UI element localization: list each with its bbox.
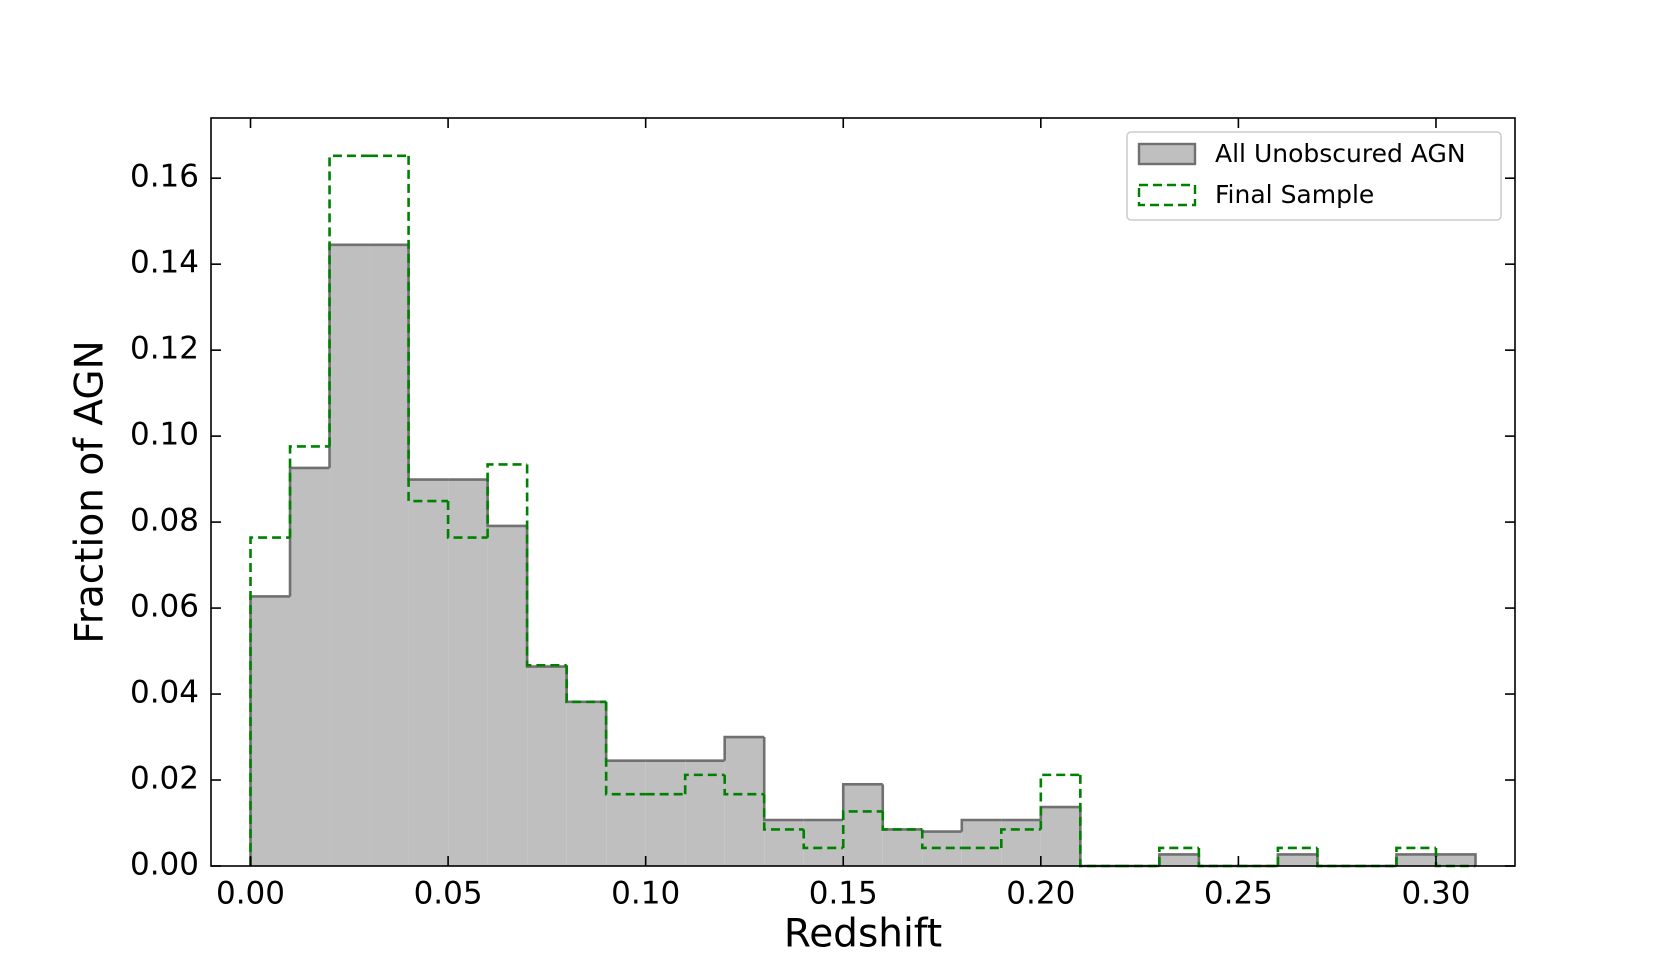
histogram-step-dashed [762, 794, 804, 831]
histogram-step-dashed [1079, 774, 1120, 868]
histogram-step [525, 525, 567, 668]
histogram-step-dashed [1000, 828, 1041, 848]
histogram-bar [448, 479, 488, 866]
histogram-bar [408, 479, 449, 866]
y-tick-label: 0.10 [130, 417, 199, 453]
legend-label: All Unobscured AGN [1215, 139, 1466, 168]
histogram-step [604, 701, 646, 762]
histogram-step-dashed [1276, 846, 1318, 866]
histogram-step-dashed [328, 154, 370, 447]
histogram-step [1316, 854, 1357, 868]
histogram-step [1197, 854, 1239, 868]
histogram-step-dashed [288, 445, 330, 538]
histogram-step [723, 735, 765, 761]
histogram-bar [1001, 820, 1041, 866]
y-axis-label: Fraction of AGN [68, 340, 113, 643]
histogram-bar [1435, 854, 1476, 866]
legend-label: Final Sample [1215, 180, 1374, 209]
legend-box [1126, 131, 1502, 221]
histogram-bar [329, 244, 370, 866]
x-tick-label: 0.30 [1401, 876, 1470, 912]
histogram-step [881, 784, 923, 831]
histogram-step-dashed [920, 829, 962, 850]
plot-frame [210, 117, 1516, 867]
y-tick-label: 0.02 [130, 761, 199, 797]
histogram-step [565, 666, 607, 704]
histogram-bar [606, 760, 646, 866]
histogram-step-dashed [1158, 846, 1199, 866]
histogram-step-dashed [486, 463, 528, 538]
histogram-bar [1040, 807, 1081, 866]
histogram-bar [1277, 854, 1318, 866]
histogram-bar [724, 737, 765, 866]
histogram-step-dashed [565, 665, 607, 704]
histogram-bar [369, 244, 409, 866]
y-tick-label: 0.04 [130, 675, 199, 711]
histogram-step-dashed [604, 701, 646, 796]
y-tick-label: 0.12 [130, 331, 199, 367]
histogram-step [1435, 853, 1477, 866]
x-tick-label: 0.15 [809, 876, 878, 912]
x-tick-label: 0.10 [611, 876, 680, 912]
histogram-step-dashed [407, 155, 449, 503]
histogram-step [288, 466, 330, 597]
legend-swatch [1137, 142, 1197, 166]
histogram-bar [527, 666, 567, 866]
histogram-step [1079, 807, 1120, 868]
histogram-step-dashed [841, 810, 883, 848]
histogram-step [486, 479, 528, 528]
histogram-bar [922, 831, 962, 866]
histogram-step-dashed [249, 536, 291, 866]
histogram-bar [803, 820, 844, 866]
histogram-bar [685, 760, 725, 866]
y-tick-label: 0.06 [130, 589, 199, 625]
histogram-bar [843, 784, 883, 866]
histogram-bar [1396, 854, 1436, 866]
histogram-bar [1159, 854, 1199, 866]
y-tick-label: 0.16 [130, 159, 199, 195]
x-tick-label: 0.25 [1204, 876, 1273, 912]
x-tick-label: 0.00 [216, 876, 285, 912]
histogram-step-dashed [683, 773, 725, 795]
histogram-bar [566, 701, 607, 866]
histogram-step [920, 829, 962, 833]
histogram-step [407, 244, 449, 481]
histogram-bar [961, 820, 1002, 866]
histogram-step-dashed [881, 811, 923, 831]
histogram-bar [487, 525, 528, 866]
histogram-step-dashed [1039, 773, 1081, 830]
x-axis-label: Redshift [784, 912, 942, 957]
histogram-bar [882, 829, 923, 866]
histogram-step-dashed [1197, 847, 1239, 868]
histogram-step [841, 783, 883, 821]
x-tick-label: 0.05 [414, 876, 483, 912]
histogram-bar [290, 467, 330, 866]
histogram-step-dashed [446, 501, 488, 539]
histogram-step-dashed [1316, 847, 1357, 868]
histogram-bar [645, 760, 686, 866]
y-tick-label: 0.00 [130, 847, 199, 883]
histogram-step-dashed [1395, 846, 1436, 866]
histogram-step-dashed [525, 464, 567, 667]
histogram-bar [250, 596, 291, 866]
histogram-step [762, 737, 804, 822]
histogram-step [960, 818, 1002, 832]
histogram-step-dashed [802, 829, 844, 850]
histogram-step-dashed [723, 774, 765, 796]
legend: All Unobscured AGN Final Sample [1126, 131, 1502, 221]
legend-swatch [1137, 183, 1197, 207]
y-tick-label: 0.14 [130, 245, 199, 281]
histogram-bar [764, 820, 804, 866]
x-tick-label: 0.20 [1006, 876, 1075, 912]
y-tick-label: 0.08 [130, 503, 199, 539]
